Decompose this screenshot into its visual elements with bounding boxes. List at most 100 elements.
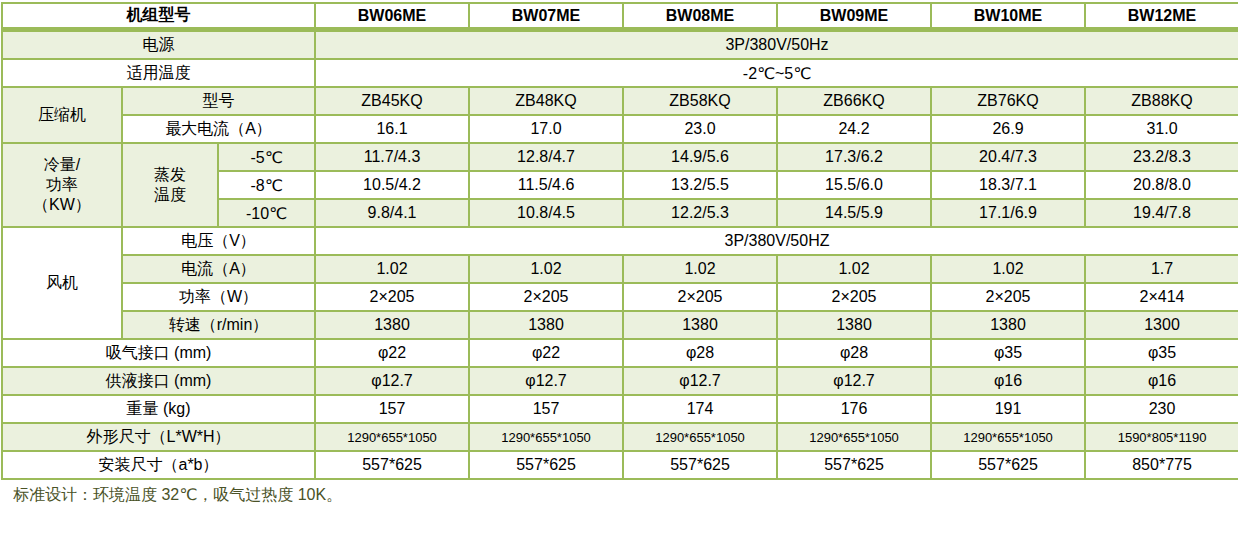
row-label-suction-port: 吸气接口 (mm) bbox=[2, 339, 315, 367]
row-label-dimensions: 外形尺寸（L*W*H） bbox=[2, 423, 315, 451]
suction-port-row: 吸气接口 (mm) φ22 φ22 φ28 φ28 φ35 φ35 bbox=[2, 339, 1238, 367]
cell-value: 1.7 bbox=[1085, 255, 1238, 283]
header-row: 机组型号 BW06ME BW07ME BW08ME BW09ME BW10ME … bbox=[2, 3, 1238, 30]
cell-value: 19.4/7.8 bbox=[1085, 199, 1238, 227]
cell-value: 2×205 bbox=[469, 283, 623, 311]
section-label-compressor: 压缩机 bbox=[2, 87, 122, 143]
cell-value: 10.8/4.5 bbox=[469, 199, 623, 227]
cell-value: 557*625 bbox=[623, 451, 777, 479]
row-label-installation: 安装尺寸（a*b） bbox=[2, 451, 315, 479]
row-label-weight: 重量 (kg) bbox=[2, 395, 315, 423]
row-label-compressor-model: 型号 bbox=[122, 87, 315, 115]
cell-value: 557*625 bbox=[315, 451, 469, 479]
cell-value: 13.2/5.5 bbox=[623, 171, 777, 199]
cell-value: 557*625 bbox=[931, 451, 1085, 479]
cell-value: ZB48KQ bbox=[469, 87, 623, 115]
capacity-minus5-row: 冷量/ 功率 （KW） 蒸发 温度 -5℃ 11.7/4.3 12.8/4.7 … bbox=[2, 143, 1238, 171]
compressor-model-row: 压缩机 型号 ZB45KQ ZB48KQ ZB58KQ ZB66KQ ZB76K… bbox=[2, 87, 1238, 115]
row-label-max-current: 最大电流（A） bbox=[122, 115, 315, 143]
spec-table: 机组型号 BW06ME BW07ME BW08ME BW09ME BW10ME … bbox=[1, 2, 1238, 480]
cell-value: 15.5/6.0 bbox=[777, 171, 931, 199]
cell-value: φ12.7 bbox=[623, 367, 777, 395]
cell-value: φ35 bbox=[1085, 339, 1238, 367]
installation-row: 安装尺寸（a*b） 557*625 557*625 557*625 557*62… bbox=[2, 451, 1238, 479]
row-label-minus8: -8℃ bbox=[218, 171, 315, 199]
compressor-max-current-row: 最大电流（A） 16.1 17.0 23.0 24.2 26.9 31.0 bbox=[2, 115, 1238, 143]
section-label-fan: 风机 bbox=[2, 227, 122, 339]
cell-value: 17.0 bbox=[469, 115, 623, 143]
cell-value: 157 bbox=[315, 395, 469, 423]
cell-value: 20.4/7.3 bbox=[931, 143, 1085, 171]
cell-value: ZB76KQ bbox=[931, 87, 1085, 115]
cell-value: 191 bbox=[931, 395, 1085, 423]
cell-value: 2×205 bbox=[623, 283, 777, 311]
cell-value: 2×414 bbox=[1085, 283, 1238, 311]
cell-value: 2×205 bbox=[931, 283, 1085, 311]
cell-value: φ22 bbox=[469, 339, 623, 367]
model-column-header: BW06ME bbox=[315, 3, 469, 30]
cell-value: φ12.7 bbox=[469, 367, 623, 395]
cell-value: 1.02 bbox=[931, 255, 1085, 283]
cell-value: 1290*655*1050 bbox=[777, 423, 931, 451]
cell-value: φ35 bbox=[931, 339, 1085, 367]
cell-value: φ12.7 bbox=[315, 367, 469, 395]
cell-value: ZB58KQ bbox=[623, 87, 777, 115]
cell-value: 20.8/8.0 bbox=[1085, 171, 1238, 199]
cell-value: 1290*655*1050 bbox=[623, 423, 777, 451]
fan-voltage-row: 风机 电压（V） 3P/380V/50HZ bbox=[2, 227, 1238, 255]
cell-value: 12.8/4.7 bbox=[469, 143, 623, 171]
model-column-header: BW10ME bbox=[931, 3, 1085, 30]
cell-value: ZB66KQ bbox=[777, 87, 931, 115]
cell-value: 176 bbox=[777, 395, 931, 423]
cell-value: 11.7/4.3 bbox=[315, 143, 469, 171]
cell-value: 1590*805*1190 bbox=[1085, 423, 1238, 451]
row-label-fan-voltage: 电压（V） bbox=[122, 227, 315, 255]
cell-value: 17.1/6.9 bbox=[931, 199, 1085, 227]
model-column-header: BW07ME bbox=[469, 3, 623, 30]
cell-value: 1.02 bbox=[777, 255, 931, 283]
weight-row: 重量 (kg) 157 157 174 176 191 230 bbox=[2, 395, 1238, 423]
cell-value: 2×205 bbox=[777, 283, 931, 311]
cell-value: 1380 bbox=[623, 311, 777, 339]
row-label-fan-speed: 转速（r/min） bbox=[122, 311, 315, 339]
cell-value: 10.5/4.2 bbox=[315, 171, 469, 199]
temp-range-value: -2℃~5℃ bbox=[315, 59, 1238, 87]
row-label-power: 电源 bbox=[2, 30, 315, 60]
cell-value: 1290*655*1050 bbox=[469, 423, 623, 451]
liquid-port-row: 供液接口 (mm) φ12.7 φ12.7 φ12.7 φ12.7 φ16 φ1… bbox=[2, 367, 1238, 395]
row-label-minus5: -5℃ bbox=[218, 143, 315, 171]
cell-value: 1.02 bbox=[315, 255, 469, 283]
cell-value: 31.0 bbox=[1085, 115, 1238, 143]
power-row: 电源 3P/380V/50Hz bbox=[2, 30, 1238, 60]
fan-current-row: 电流（A） 1.02 1.02 1.02 1.02 1.02 1.7 bbox=[2, 255, 1238, 283]
cell-value: 16.1 bbox=[315, 115, 469, 143]
cell-value: 1290*655*1050 bbox=[315, 423, 469, 451]
cell-value: 230 bbox=[1085, 395, 1238, 423]
row-label-fan-power: 功率（W） bbox=[122, 283, 315, 311]
standard-design-footnote: 标准设计：环境温度 32℃，吸气过热度 10K。 bbox=[13, 485, 1237, 506]
power-value: 3P/380V/50Hz bbox=[315, 30, 1238, 60]
cell-value: 17.3/6.2 bbox=[777, 143, 931, 171]
dimensions-row: 外形尺寸（L*W*H） 1290*655*1050 1290*655*1050 … bbox=[2, 423, 1238, 451]
section-label-capacity-power: 冷量/ 功率 （KW） bbox=[2, 143, 122, 227]
cell-value: φ28 bbox=[623, 339, 777, 367]
cell-value: 850*775 bbox=[1085, 451, 1238, 479]
cell-value: 26.9 bbox=[931, 115, 1085, 143]
cell-value: 1380 bbox=[777, 311, 931, 339]
model-column-header: BW08ME bbox=[623, 3, 777, 30]
temp-range-row: 适用温度 -2℃~5℃ bbox=[2, 59, 1238, 87]
unit-model-header: 机组型号 bbox=[2, 3, 315, 30]
row-label-liquid-port: 供液接口 (mm) bbox=[2, 367, 315, 395]
cell-value: 23.2/8.3 bbox=[1085, 143, 1238, 171]
cell-value: 1.02 bbox=[623, 255, 777, 283]
cell-value: 9.8/4.1 bbox=[315, 199, 469, 227]
spec-sheet: 机组型号 BW06ME BW07ME BW08ME BW09ME BW10ME … bbox=[0, 0, 1238, 546]
cell-value: 557*625 bbox=[777, 451, 931, 479]
cell-value: 2×205 bbox=[315, 283, 469, 311]
row-label-temp-range: 适用温度 bbox=[2, 59, 315, 87]
cell-value: φ16 bbox=[1085, 367, 1238, 395]
label-evap-temp: 蒸发 温度 bbox=[122, 143, 218, 227]
fan-voltage-value: 3P/380V/50HZ bbox=[315, 227, 1238, 255]
cell-value: 1290*655*1050 bbox=[931, 423, 1085, 451]
cell-value: φ22 bbox=[315, 339, 469, 367]
